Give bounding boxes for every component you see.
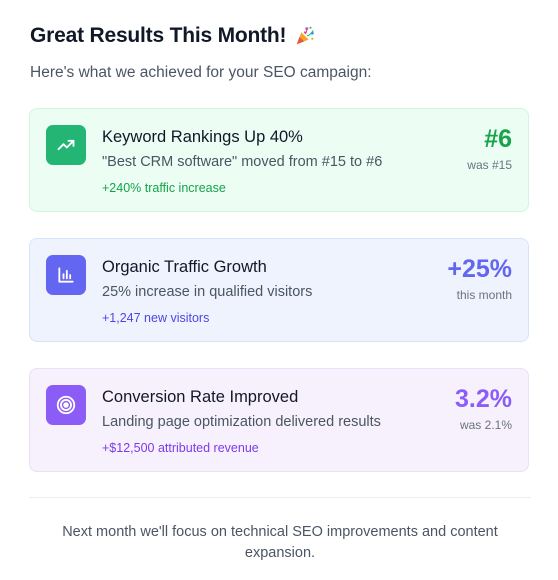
card-note: +1,247 new visitors xyxy=(102,311,210,325)
card-title: Organic Traffic Growth xyxy=(102,258,267,276)
card-metric-sub: this month xyxy=(456,288,512,302)
card-metric: #6 xyxy=(484,125,512,153)
party-popper-icon xyxy=(297,26,315,45)
organic-traffic-card: Organic Traffic Growth 25% increase in q… xyxy=(29,238,529,342)
card-description: Landing page optimization delivered resu… xyxy=(102,414,381,430)
page-title: Great Results This Month! xyxy=(30,24,287,47)
keyword-rankings-card: Keyword Rankings Up 40% "Best CRM softwa… xyxy=(29,108,529,212)
bar-chart-icon xyxy=(46,255,86,295)
card-metric: +25% xyxy=(447,255,512,283)
card-metric-sub: was 2.1% xyxy=(459,418,512,432)
footer-text: Next month we'll focus on technical SEO … xyxy=(62,524,498,561)
card-metric-sub: was #15 xyxy=(467,158,512,172)
card-title: Conversion Rate Improved xyxy=(102,388,299,406)
card-note: +$12,500 attributed revenue xyxy=(102,441,259,455)
card-title: Keyword Rankings Up 40% xyxy=(102,128,303,146)
conversion-rate-card: Conversion Rate Improved Landing page op… xyxy=(29,368,529,472)
page-subtitle: Here's what we achieved for your SEO cam… xyxy=(30,64,372,81)
card-description: "Best CRM software" moved from #15 to #6 xyxy=(102,154,383,170)
divider xyxy=(29,497,531,498)
card-note: +240% traffic increase xyxy=(102,181,226,195)
page-title-row: Great Results This Month! xyxy=(30,24,316,48)
trending-up-icon xyxy=(46,125,86,165)
card-metric: 3.2% xyxy=(455,385,512,413)
card-description: 25% increase in qualified visitors xyxy=(102,284,313,300)
target-icon xyxy=(46,385,86,425)
